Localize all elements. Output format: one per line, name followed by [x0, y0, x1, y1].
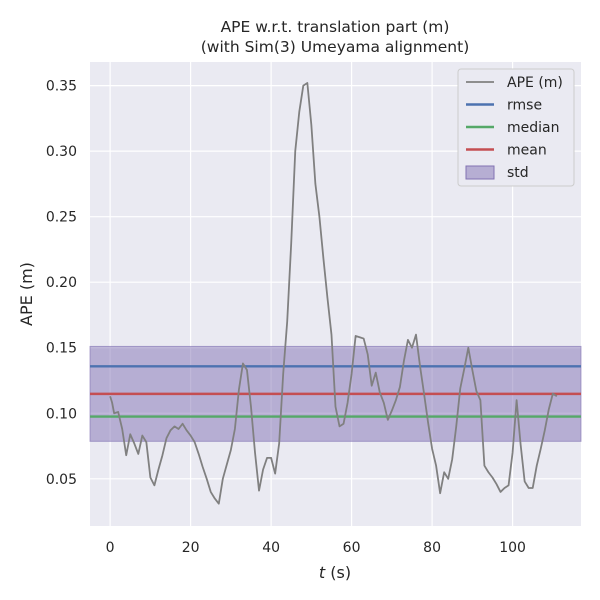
x-tick-label: 20: [182, 540, 200, 556]
legend: APE (m) rmse median mean std: [457, 68, 575, 187]
x-tick-label: 100: [499, 540, 526, 556]
x-axis-variable: t: [319, 563, 326, 582]
x-tick-label: 0: [106, 540, 115, 556]
chart-title: APE w.r.t. translation part (m): [221, 18, 450, 36]
ape-series-line: [109, 82, 558, 505]
legend-label-ape: APE (m): [507, 75, 563, 91]
y-axis-label: APE (m): [17, 262, 36, 326]
legend-box: [457, 68, 575, 187]
x-axis-label: t (s): [319, 563, 351, 582]
y-tick-label: 0.05: [46, 472, 77, 488]
y-tick-label: 0.30: [46, 144, 77, 160]
x-tick-label: 60: [343, 540, 361, 556]
y-tick-label: 0.15: [46, 341, 77, 357]
y-tick-labels: 0.05 0.10 0.15 0.20 0.25 0.30 0.35: [46, 79, 77, 488]
x-tick-label: 40: [262, 540, 280, 556]
x-axis-unit: (s): [325, 563, 351, 582]
x-tick-labels: 0 20 40 60 80 100: [106, 540, 526, 556]
x-tick-label: 80: [423, 540, 441, 556]
y-tick-label: 0.10: [46, 406, 77, 422]
series-layer: [109, 82, 558, 505]
legend-label-std: std: [507, 165, 529, 181]
chart-subtitle: (with Sim(3) Umeyama alignment): [201, 38, 470, 56]
y-tick-label: 0.25: [46, 210, 77, 226]
legend-label-median: median: [507, 120, 559, 136]
y-tick-label: 0.35: [46, 79, 77, 95]
y-tick-label: 0.20: [46, 275, 77, 291]
legend-label-rmse: rmse: [507, 98, 542, 114]
legend-swatch-std: [465, 165, 495, 180]
legend-label-mean: mean: [507, 143, 547, 159]
